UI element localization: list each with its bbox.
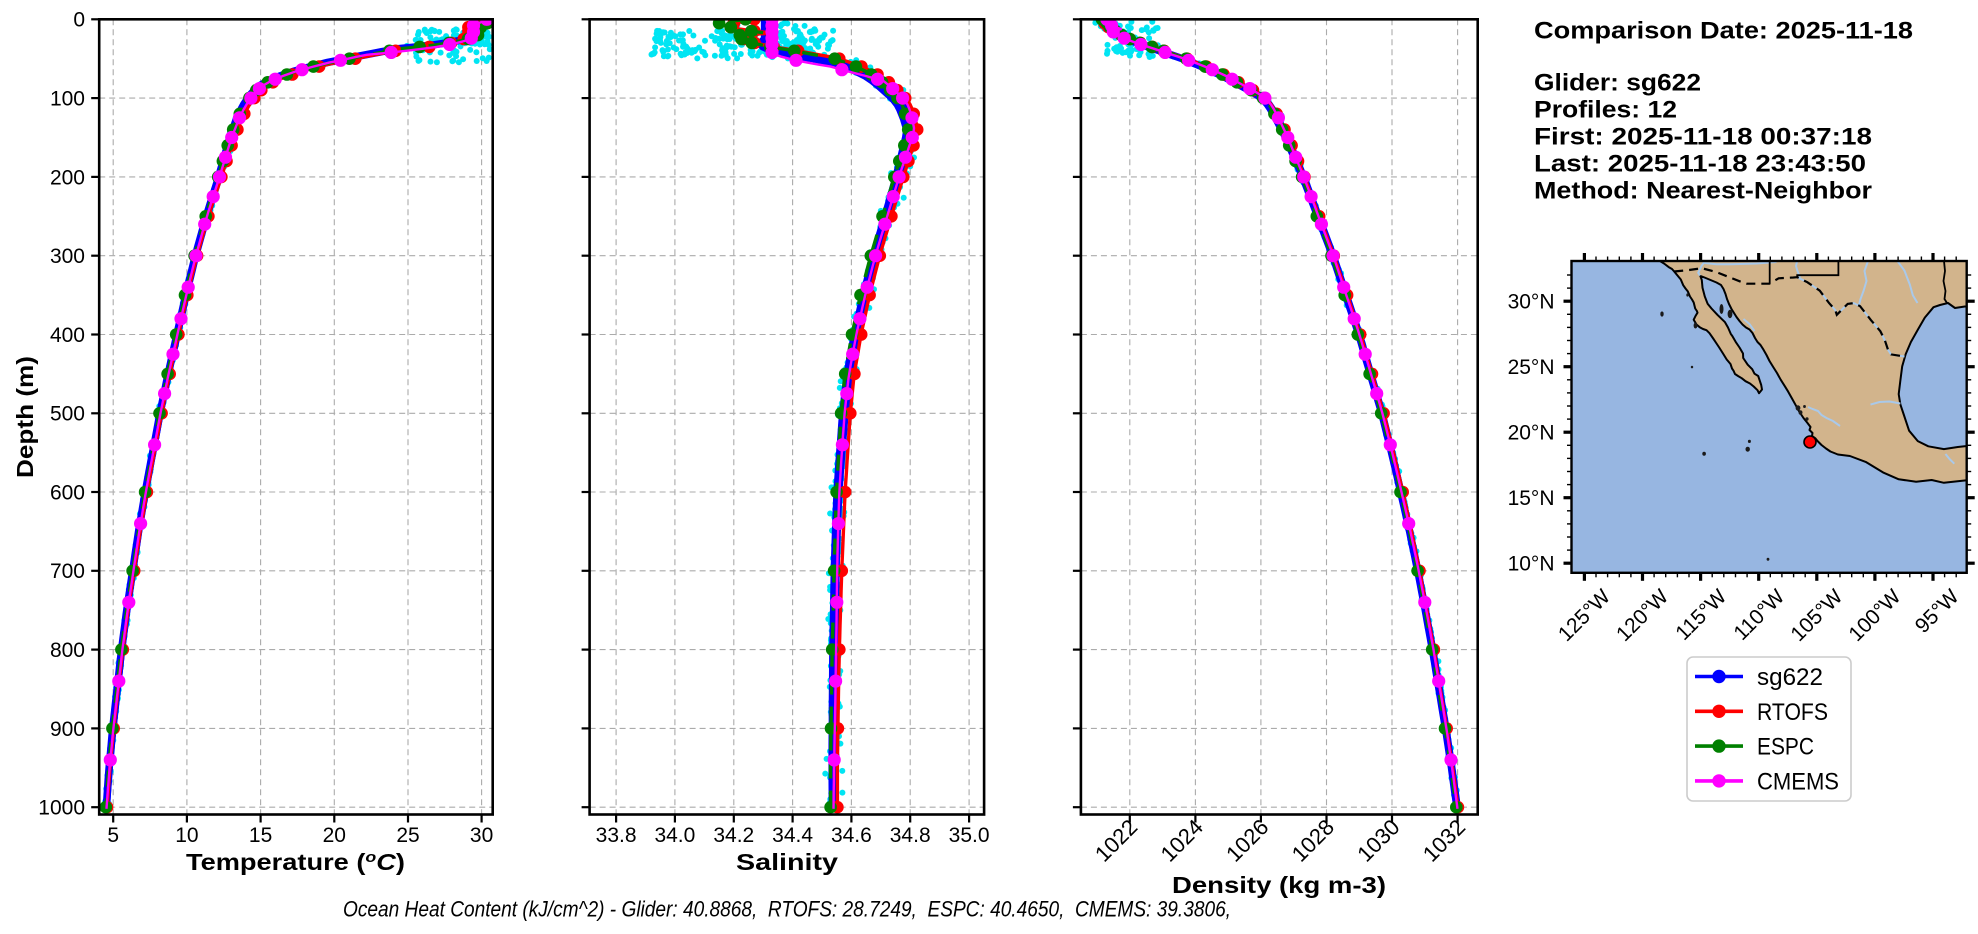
svg-text:600: 600 [50,481,85,504]
svg-text:15: 15 [249,824,272,847]
svg-text:ESPC: ESPC [1757,734,1814,761]
svg-text:Last: 2025-11-18 23:43:50: Last: 2025-11-18 23:43:50 [1534,151,1866,178]
svg-text:Salinity: Salinity [736,849,838,875]
svg-text:34.4: 34.4 [772,824,813,847]
svg-text:sg622: sg622 [1757,664,1823,691]
svg-text:Comparison Date: 2025-11-18: Comparison Date: 2025-11-18 [1534,18,1913,45]
svg-text:25: 25 [396,824,419,847]
svg-text:20°N: 20°N [1508,421,1555,444]
svg-text:5: 5 [107,824,119,847]
svg-text:20: 20 [323,824,346,847]
svg-text:33.8: 33.8 [596,824,637,847]
svg-text:400: 400 [50,324,85,347]
svg-text:700: 700 [50,560,85,583]
svg-text:Density (kg m-3): Density (kg m-3) [1172,872,1386,898]
svg-text:Ocean Heat Content (kJ/cm^2) -: Ocean Heat Content (kJ/cm^2) - Glider: 4… [343,897,1231,922]
svg-text:10: 10 [175,824,198,847]
svg-text:Method: Nearest-Neighbor: Method: Nearest-Neighbor [1534,178,1872,205]
svg-text:First: 2025-11-18 00:37:18: First: 2025-11-18 00:37:18 [1534,124,1872,151]
svg-text:Glider: sg622: Glider: sg622 [1534,70,1701,97]
svg-text:34.2: 34.2 [713,824,754,847]
svg-text:30°N: 30°N [1508,290,1555,313]
svg-text:300: 300 [50,245,85,268]
svg-text:CMEMS: CMEMS [1757,769,1839,796]
svg-text:Profiles: 12: Profiles: 12 [1534,97,1677,124]
svg-text:25°N: 25°N [1508,356,1555,379]
svg-text:34.8: 34.8 [890,824,931,847]
svg-text:30: 30 [470,824,493,847]
svg-text:Depth (m): Depth (m) [12,356,38,478]
svg-text:800: 800 [50,639,85,662]
svg-text:35.0: 35.0 [949,824,990,847]
svg-text:10°N: 10°N [1508,552,1555,575]
svg-text:900: 900 [50,718,85,741]
svg-text:34.6: 34.6 [831,824,872,847]
svg-text:500: 500 [50,403,85,426]
svg-text:34.0: 34.0 [654,824,695,847]
svg-text:0: 0 [73,9,85,32]
svg-text:15°N: 15°N [1508,487,1555,510]
svg-text:1000: 1000 [38,797,85,820]
svg-text:RTOFS: RTOFS [1757,699,1828,726]
svg-text:200: 200 [50,166,85,189]
svg-text:100: 100 [50,88,85,111]
